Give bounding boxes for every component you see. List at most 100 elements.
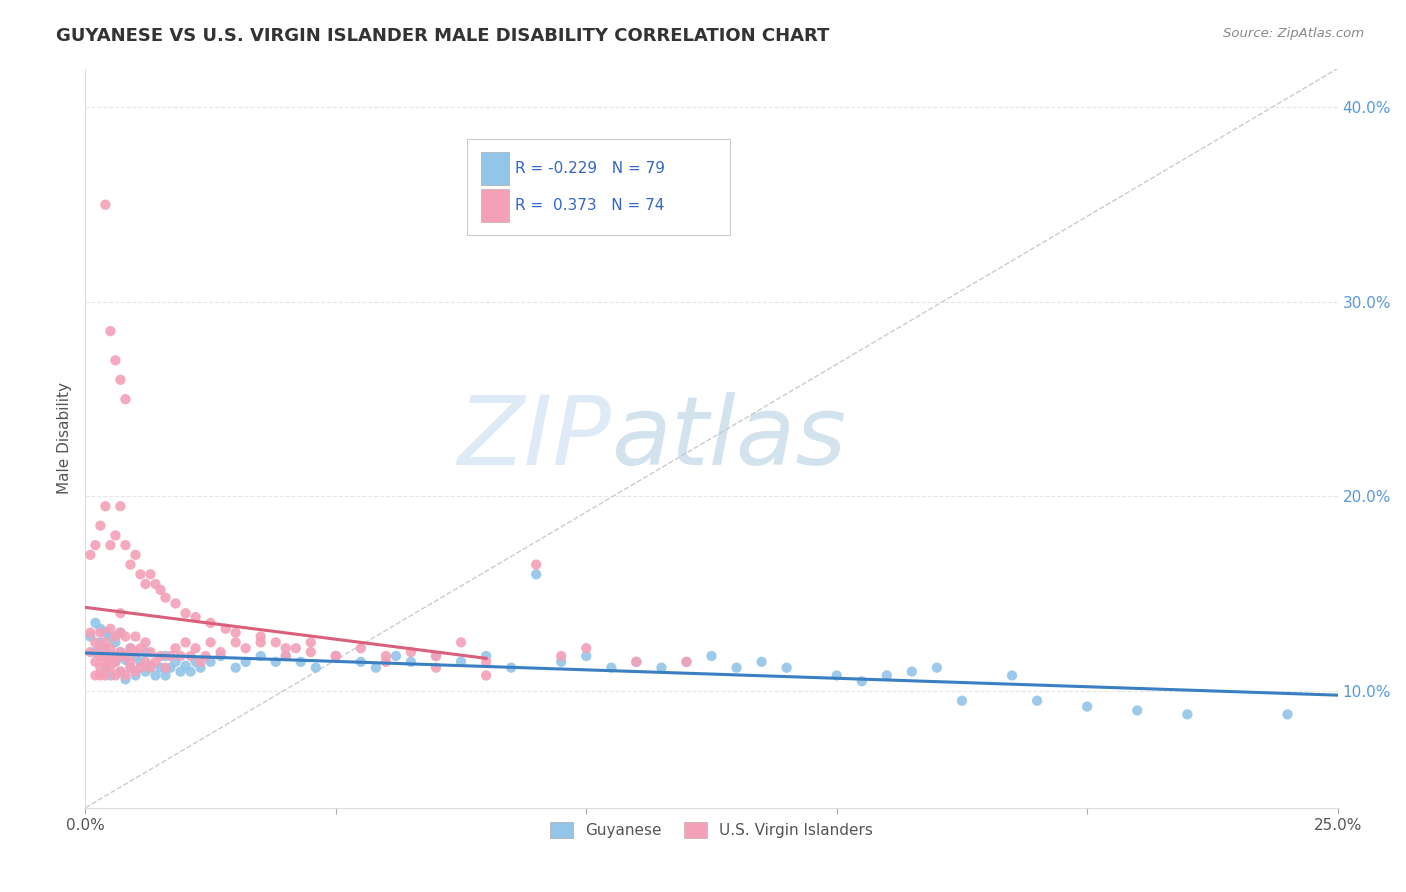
Text: GUYANESE VS U.S. VIRGIN ISLANDER MALE DISABILITY CORRELATION CHART: GUYANESE VS U.S. VIRGIN ISLANDER MALE DI… — [56, 27, 830, 45]
Point — [725, 661, 748, 675]
Point — [274, 648, 297, 663]
Point — [94, 635, 117, 649]
Point — [214, 622, 236, 636]
Point — [120, 661, 142, 675]
Point — [89, 668, 111, 682]
Point — [134, 635, 156, 649]
Point — [124, 630, 146, 644]
Point — [650, 661, 672, 675]
Point — [374, 655, 396, 669]
Legend: Guyanese, U.S. Virgin Islanders: Guyanese, U.S. Virgin Islanders — [544, 816, 879, 845]
Point — [104, 353, 127, 368]
Point — [475, 668, 498, 682]
Point — [425, 661, 447, 675]
Point — [134, 577, 156, 591]
Point — [184, 655, 207, 669]
Point — [901, 665, 924, 679]
Point — [290, 655, 312, 669]
Point — [134, 665, 156, 679]
Point — [129, 655, 152, 669]
Point — [100, 538, 122, 552]
Text: atlas: atlas — [612, 392, 846, 484]
Point — [190, 661, 212, 675]
Point — [100, 641, 122, 656]
Point — [94, 625, 117, 640]
Point — [851, 674, 873, 689]
Point — [524, 567, 547, 582]
Point — [225, 625, 247, 640]
Point — [165, 641, 187, 656]
Point — [524, 558, 547, 572]
Point — [264, 635, 287, 649]
Point — [104, 668, 127, 682]
Point — [145, 668, 167, 682]
Point — [145, 655, 167, 669]
Point — [325, 648, 347, 663]
Point — [184, 610, 207, 624]
Point — [114, 653, 136, 667]
Point — [110, 645, 132, 659]
Point — [94, 641, 117, 656]
Point — [1277, 707, 1299, 722]
Point — [110, 648, 132, 663]
Point — [1126, 704, 1149, 718]
Point — [700, 648, 723, 663]
Point — [124, 645, 146, 659]
Point — [110, 500, 132, 514]
Point — [94, 648, 117, 663]
Y-axis label: Male Disability: Male Disability — [58, 382, 72, 494]
Point — [385, 648, 408, 663]
Point — [209, 645, 232, 659]
Point — [159, 648, 181, 663]
Point — [110, 665, 132, 679]
Point — [364, 661, 387, 675]
Point — [120, 661, 142, 675]
Point — [1177, 707, 1199, 722]
Point — [139, 658, 162, 673]
Point — [425, 648, 447, 663]
Point — [169, 648, 191, 663]
Point — [129, 661, 152, 675]
Point — [114, 538, 136, 552]
Point — [139, 661, 162, 675]
Point — [110, 606, 132, 620]
Point — [104, 648, 127, 663]
Point — [104, 655, 127, 669]
Text: R = -0.229   N = 79: R = -0.229 N = 79 — [515, 161, 665, 176]
Point — [235, 655, 257, 669]
Point — [129, 567, 152, 582]
Point — [155, 668, 177, 682]
Point — [950, 694, 973, 708]
Point — [89, 648, 111, 663]
Point — [100, 668, 122, 682]
Point — [190, 655, 212, 669]
Point — [100, 622, 122, 636]
Point — [110, 625, 132, 640]
Point — [155, 661, 177, 675]
Point — [79, 645, 101, 659]
Point — [264, 655, 287, 669]
Point — [84, 645, 107, 659]
Point — [274, 648, 297, 663]
Point — [84, 668, 107, 682]
Point — [114, 648, 136, 663]
Point — [134, 645, 156, 659]
Point — [84, 655, 107, 669]
Point — [575, 641, 598, 656]
Point — [169, 665, 191, 679]
Point — [249, 635, 271, 649]
Point — [114, 673, 136, 687]
Point — [89, 641, 111, 656]
Point — [139, 645, 162, 659]
Point — [1026, 694, 1049, 708]
Point — [1001, 668, 1024, 682]
Point — [94, 500, 117, 514]
Point — [675, 655, 697, 669]
Point — [925, 661, 948, 675]
Point — [84, 635, 107, 649]
Point — [325, 648, 347, 663]
Point — [145, 577, 167, 591]
Point — [79, 548, 101, 562]
Text: R =  0.373   N = 74: R = 0.373 N = 74 — [515, 198, 664, 213]
Point — [626, 655, 648, 669]
